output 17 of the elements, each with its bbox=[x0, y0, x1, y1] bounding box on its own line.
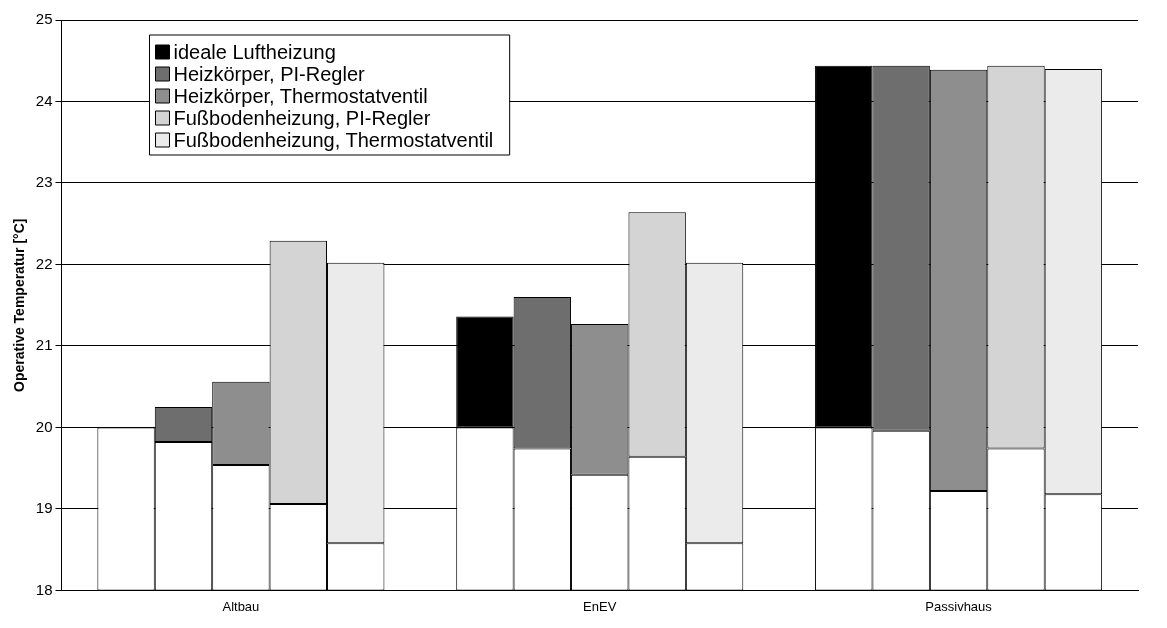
y-tick-label: 19 bbox=[35, 499, 53, 517]
y-tick-label: 21 bbox=[35, 336, 53, 354]
x-tick-label: Passivhaus bbox=[925, 598, 993, 614]
legend-label: Heizkörper, PI-Regler bbox=[173, 62, 366, 85]
legend-label: ideale Luftheizung bbox=[173, 40, 336, 63]
y-tick-label: 20 bbox=[35, 417, 53, 435]
x-tick-label: EnEV bbox=[583, 598, 617, 614]
y-tick-label: 18 bbox=[35, 580, 53, 598]
legend-label: Fußbodenheizung, Thermostatventil bbox=[173, 128, 494, 151]
legend-label: Fußbodenheizung, PI-Regler bbox=[173, 106, 431, 129]
y-tick-label: 22 bbox=[35, 254, 53, 272]
y-tick-label: 23 bbox=[35, 173, 53, 191]
y-axis-title: Operative Temperatur [°C] bbox=[11, 218, 28, 392]
x-tick-label: Altbau bbox=[222, 598, 260, 614]
legend-label: Heizkörper, Thermostatventil bbox=[173, 84, 428, 107]
y-tick-label: 24 bbox=[35, 91, 53, 109]
y-tick-label: 25 bbox=[35, 10, 53, 28]
